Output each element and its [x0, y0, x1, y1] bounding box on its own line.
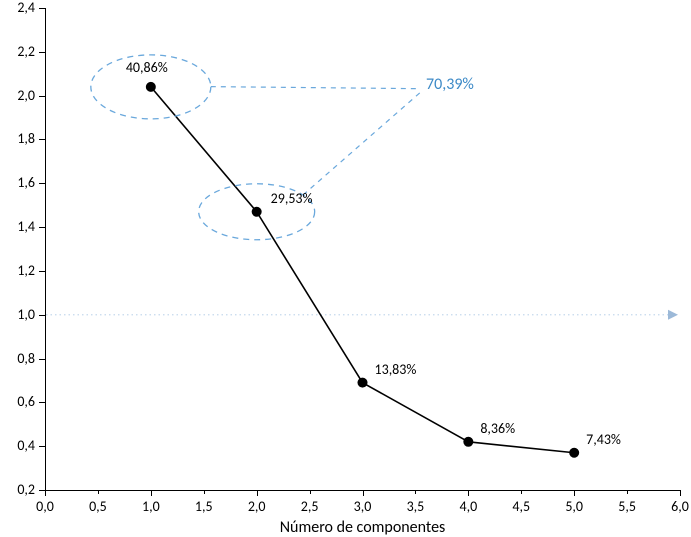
x-tick [310, 490, 311, 494]
y-tick-label: 1,6 [0, 174, 35, 191]
x-tick [257, 490, 258, 496]
x-tick-label: 4,0 [448, 498, 488, 515]
x-tick [521, 490, 522, 494]
x-tick [574, 490, 575, 496]
y-tick-label: 2,4 [0, 0, 35, 16]
data-point-label: 8,36% [480, 420, 515, 437]
y-tick [39, 271, 45, 272]
y-tick-label: 1,4 [0, 218, 35, 235]
chart-svg [0, 0, 691, 536]
x-tick [204, 490, 205, 494]
x-tick-label: 0,0 [25, 498, 65, 515]
x-tick [363, 490, 364, 496]
y-tick-label: 0,2 [0, 481, 35, 498]
data-point-label: 40,86% [126, 59, 168, 76]
y-tick-label: 2,2 [0, 43, 35, 60]
y-tick-label: 0,6 [0, 393, 35, 410]
y-tick-label: 1,0 [0, 306, 35, 323]
y-tick-label: 0,4 [0, 437, 35, 454]
y-tick [39, 139, 45, 140]
y-axis [45, 8, 46, 490]
y-tick [39, 8, 45, 9]
y-tick [39, 402, 45, 403]
y-tick [39, 359, 45, 360]
x-tick [151, 490, 152, 496]
data-point [146, 82, 156, 92]
y-tick-label: 1,2 [0, 262, 35, 279]
scree-plot-chart: 0,2 0,4 0,6 0,8 1,0 1,2 1,4 1,6 1,8 2,0 2,2 2,4 0,0 0… [0, 0, 691, 536]
y-tick [39, 227, 45, 228]
y-tick-label: 1,8 [0, 130, 35, 147]
y-tick [39, 183, 45, 184]
callout-connector [211, 87, 420, 89]
y-tick [39, 96, 45, 97]
callout-label: 70,39% [426, 75, 474, 94]
x-tick [98, 490, 99, 494]
y-tick [39, 52, 45, 53]
x-tick-label: 1,0 [131, 498, 171, 515]
y-tick [39, 315, 45, 316]
x-tick-label: 3,0 [343, 498, 383, 515]
x-tick-label: 5,5 [607, 498, 647, 515]
x-tick-label: 0,5 [78, 498, 118, 515]
series-line [151, 87, 574, 453]
data-point [463, 437, 473, 447]
data-point-label: 7,43% [586, 431, 621, 448]
x-axis-title: Número de componentes [45, 518, 680, 537]
x-tick-label: 5,0 [554, 498, 594, 515]
x-tick-label: 2,0 [237, 498, 277, 515]
data-point-label: 13,83% [375, 361, 417, 378]
x-tick-label: 1,5 [184, 498, 224, 515]
x-tick-label: 4,5 [501, 498, 541, 515]
callout-connector [303, 93, 420, 195]
data-point [569, 448, 579, 458]
y-tick [39, 446, 45, 447]
data-point [358, 378, 368, 388]
y-tick-label: 2,0 [0, 87, 35, 104]
x-tick [468, 490, 469, 496]
x-tick [680, 490, 681, 496]
reference-line-arrow-icon [668, 310, 678, 320]
x-tick [45, 490, 46, 496]
data-point-label: 29,53% [271, 190, 313, 207]
x-tick [627, 490, 628, 494]
x-tick-label: 2,5 [290, 498, 330, 515]
x-tick-label: 3,5 [395, 498, 435, 515]
data-point [252, 207, 262, 217]
x-tick [415, 490, 416, 494]
x-tick-label: 6,0 [660, 498, 691, 515]
y-tick-label: 0,8 [0, 350, 35, 367]
